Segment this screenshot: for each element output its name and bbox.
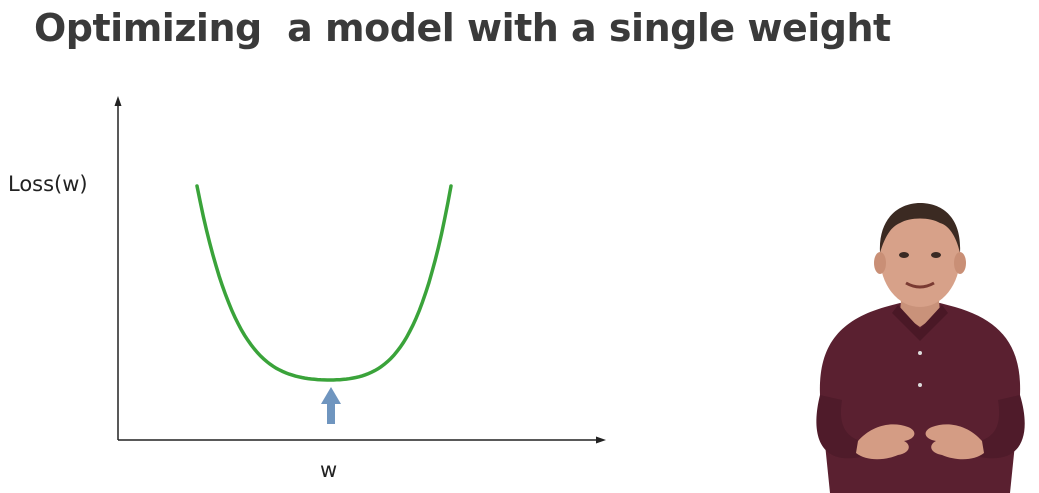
shirt-button [918,383,922,387]
presenter-eye-left [899,252,909,258]
x-axis-label: w [320,458,338,482]
presenter-hand-right [925,424,984,460]
y-axis-label: Loss(w) [8,172,88,196]
presenter-hand-left [856,424,915,460]
loss-plot [114,96,606,444]
presenter-mouth [905,281,935,289]
loss-curve [195,184,453,382]
minimum-arrow-icon [321,387,341,424]
presenter-arm-left [816,395,870,459]
presenter-arm-right [970,395,1025,459]
x-axis-arrowhead [596,436,606,444]
slide-title: Optimizing a model with a single weight [34,6,891,50]
presenter-hair [879,203,961,253]
presenter-head [880,207,960,307]
shirt-button [918,351,922,355]
presenter-collar [892,305,948,341]
presenter-ear-left [874,252,886,274]
presenter-video [816,203,1025,493]
presenter-eye-right [931,252,941,258]
presenter-ear-right [954,252,966,274]
y-axis-arrowhead [114,96,122,106]
